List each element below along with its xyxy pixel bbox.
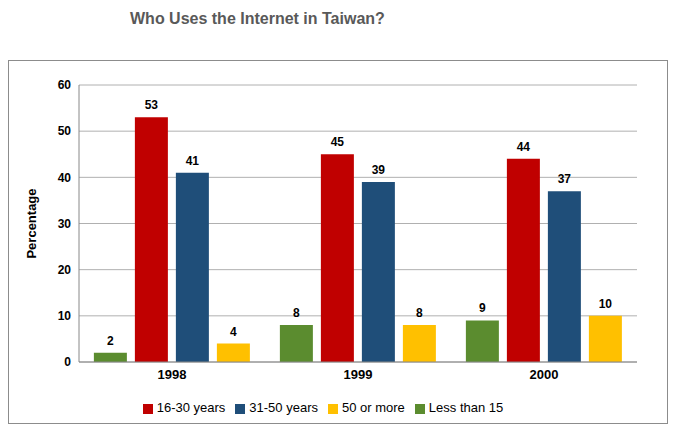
svg-text:8: 8 <box>416 306 423 320</box>
svg-text:37: 37 <box>558 172 572 186</box>
svg-text:45: 45 <box>331 135 345 149</box>
html-text:Less than 15: Less than 15 <box>428 400 504 415</box>
svg-text:2000: 2000 <box>530 367 559 382</box>
svg-text:53: 53 <box>145 98 159 112</box>
html-text:Who Uses the Internet in Taiwa: Who Uses the Internet in Taiwan? <box>130 10 385 27</box>
svg-text:1999: 1999 <box>344 367 373 382</box>
svg-text:10: 10 <box>599 297 613 311</box>
svg-text:30: 30 <box>58 217 72 231</box>
svg-text:9: 9 <box>479 301 486 315</box>
svg-text:40: 40 <box>58 171 72 185</box>
svg-text:41: 41 <box>186 154 200 168</box>
svg-text:39: 39 <box>372 163 386 177</box>
svg-text:44: 44 <box>517 140 531 154</box>
svg-text:50: 50 <box>58 124 72 138</box>
html-text:50 or more: 50 or more <box>342 400 405 415</box>
html-text:31-50 years: 31-50 years <box>249 400 318 415</box>
svg-text:10: 10 <box>58 309 72 323</box>
svg-text:1998: 1998 <box>158 367 187 382</box>
svg-text:Percentage: Percentage <box>24 188 39 258</box>
svg-text:20: 20 <box>58 263 72 277</box>
svg-text:60: 60 <box>58 78 72 92</box>
svg-text:0: 0 <box>64 355 71 369</box>
svg-text:8: 8 <box>293 306 300 320</box>
html-text:16-30 years: 16-30 years <box>156 400 226 415</box>
svg-text:2: 2 <box>107 334 114 348</box>
svg-text:4: 4 <box>230 325 237 339</box>
